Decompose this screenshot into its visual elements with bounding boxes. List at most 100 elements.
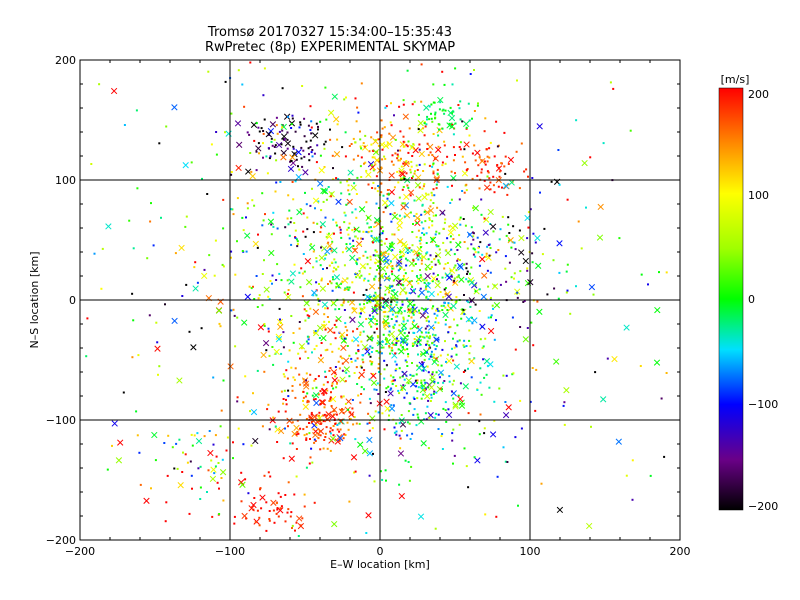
data-point-dot: [300, 157, 303, 160]
data-point-dot: [459, 223, 462, 226]
data-point-dot: [341, 280, 344, 283]
data-point-dot: [340, 396, 343, 399]
data-point-dot: [408, 247, 411, 250]
data-point-dot: [456, 259, 459, 262]
data-point-dot: [411, 362, 413, 364]
data-point-dot: [376, 323, 378, 325]
data-point-x: [401, 370, 408, 377]
data-point-dot: [417, 340, 420, 343]
data-point-dot: [382, 194, 385, 197]
data-point-dot: [435, 255, 438, 258]
data-point-dot: [395, 422, 398, 425]
data-point-dot: [416, 275, 418, 277]
data-point-dot: [196, 432, 199, 435]
data-point-dot: [286, 511, 289, 514]
data-point-dot: [444, 306, 447, 309]
data-point-dot: [171, 446, 174, 449]
data-point-dot: [451, 347, 453, 350]
data-point-dot: [281, 126, 284, 129]
data-point-dot: [453, 454, 456, 457]
data-point-dot: [318, 283, 320, 285]
data-point-dot: [291, 385, 294, 387]
data-point-dot: [413, 288, 416, 291]
data-point-dot: [395, 430, 398, 433]
data-point-dot: [425, 285, 428, 288]
data-point-dot: [282, 402, 285, 405]
data-point-dot: [417, 128, 420, 131]
data-point-dot: [440, 364, 443, 367]
data-point-dot: [322, 383, 325, 386]
data-point-dot: [249, 152, 252, 154]
data-point-x: [471, 317, 478, 324]
data-point-dot: [384, 106, 387, 109]
data-point-dot: [390, 220, 393, 223]
data-point-dot: [302, 428, 305, 431]
data-point-dot: [433, 312, 436, 315]
data-point-dot: [323, 406, 326, 409]
data-point-dot: [379, 373, 382, 375]
data-point-dot: [377, 138, 380, 141]
data-point-dot: [303, 308, 306, 311]
data-point-dot: [360, 340, 363, 343]
data-point-dot: [437, 428, 440, 430]
data-point-dot: [412, 175, 414, 178]
data-point-x: [430, 275, 437, 282]
data-point-dot: [224, 80, 227, 83]
data-point-dot: [311, 394, 314, 397]
data-point-dot: [442, 296, 445, 299]
data-point-dot: [303, 505, 306, 508]
data-point-dot: [305, 140, 308, 143]
data-point-dot: [408, 127, 411, 130]
data-point-dot: [369, 355, 372, 358]
data-point-dot: [334, 422, 337, 425]
data-point-dot: [434, 156, 436, 159]
data-point-x: [449, 224, 456, 231]
data-point-dot: [403, 348, 406, 351]
data-point-dot: [411, 155, 414, 157]
data-point-dot: [402, 384, 405, 387]
data-point-dot: [365, 169, 368, 172]
data-point-x: [553, 358, 560, 365]
data-point-dot: [468, 272, 471, 275]
data-point-x: [417, 513, 425, 520]
data-point-dot: [526, 237, 529, 240]
data-point-dot: [332, 413, 335, 416]
data-point-dot: [358, 230, 361, 233]
data-point-dot: [375, 237, 378, 240]
data-point-dot: [302, 378, 305, 381]
data-point-dot: [306, 301, 309, 304]
data-point-dot: [516, 291, 519, 294]
data-point-dot: [330, 195, 333, 198]
data-point-dot: [609, 81, 612, 84]
data-point-dot: [401, 303, 404, 306]
data-point-dot: [322, 268, 324, 270]
data-point-dot: [324, 436, 327, 438]
data-point-dot: [478, 420, 481, 423]
data-point-dot: [297, 535, 300, 537]
data-point-dot: [372, 254, 375, 257]
data-point-dot: [479, 338, 482, 341]
data-point-dot: [517, 504, 519, 507]
data-point-dot: [360, 237, 362, 240]
data-point-dot: [413, 338, 416, 340]
data-point-dot: [268, 428, 271, 431]
data-point-dot: [381, 232, 384, 235]
data-point-x: [365, 512, 372, 519]
data-point-dot: [370, 351, 373, 353]
data-point-dot: [473, 144, 476, 147]
data-point-dot: [414, 310, 417, 313]
data-point-dot: [281, 87, 284, 90]
data-point-dot: [423, 183, 426, 186]
data-point-x: [373, 217, 381, 224]
data-point-dot: [441, 164, 444, 167]
data-point-dot: [403, 202, 406, 205]
data-point-dot: [428, 320, 430, 323]
data-point-dot: [443, 221, 446, 224]
data-point-dot: [497, 185, 500, 188]
data-point-dot: [165, 501, 168, 504]
data-point-dot: [405, 291, 408, 294]
data-point-dot: [332, 410, 335, 413]
data-point-dot: [503, 131, 506, 134]
data-point-dot: [368, 300, 371, 303]
data-point-dot: [397, 312, 400, 315]
